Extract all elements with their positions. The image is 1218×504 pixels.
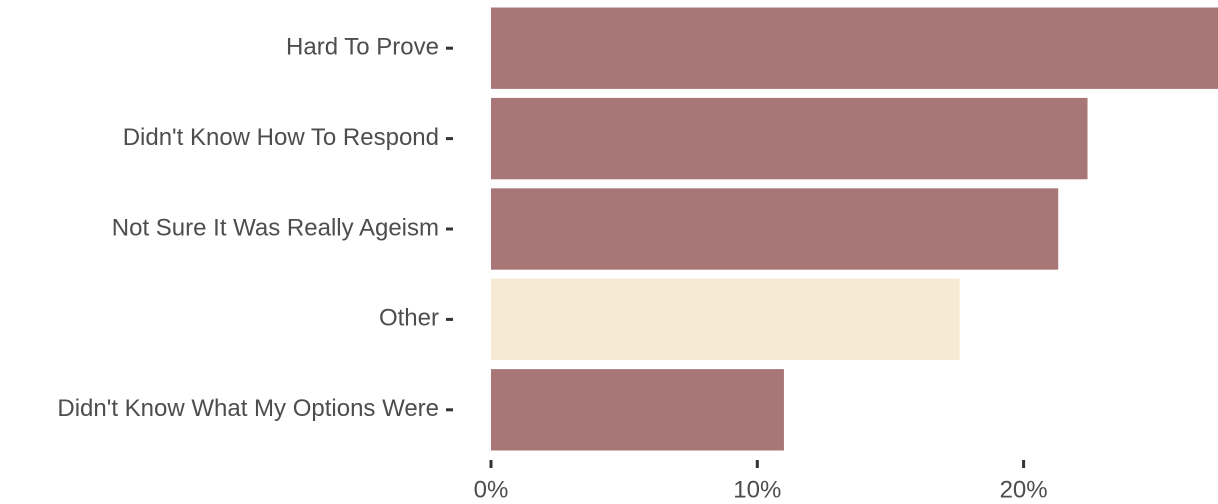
y-tick-label: Didn't Know How To Respond <box>123 124 439 151</box>
x-tick-label: 20% <box>1000 476 1048 503</box>
bar <box>491 369 784 451</box>
x-tick-label: 10% <box>733 476 781 503</box>
y-tick-label: Didn't Know What My Options Were <box>57 395 439 422</box>
bar <box>491 188 1059 270</box>
y-tick-label: Not Sure It Was Really Ageism <box>112 214 439 241</box>
bar <box>491 97 1088 180</box>
x-tick-label: 0% <box>474 476 509 503</box>
y-tick-label: Other <box>379 305 439 332</box>
bar <box>491 7 1218 89</box>
bar <box>491 278 960 361</box>
y-tick-label: Hard To Prove <box>286 34 439 61</box>
